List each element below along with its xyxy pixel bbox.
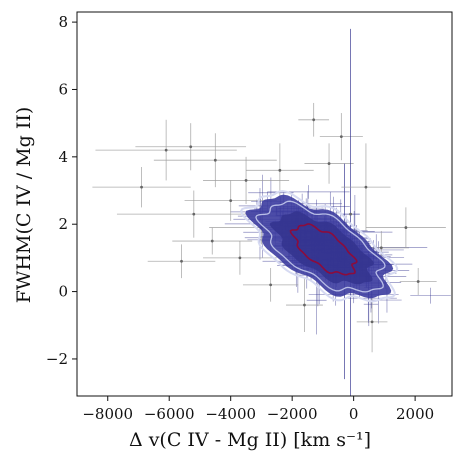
outlier-point <box>203 241 277 275</box>
outlier-point <box>116 190 271 238</box>
outlier-marker <box>244 179 248 182</box>
y-tick-label: 2 <box>58 215 68 233</box>
outlier-point <box>304 143 354 184</box>
outlier-marker <box>229 199 233 203</box>
y-axis-title: FWHM(C IV / Mg II) <box>13 107 35 304</box>
outlier-marker <box>327 162 331 165</box>
outlier-marker <box>210 239 214 243</box>
plot-frame <box>76 11 453 397</box>
contour-mid <box>255 200 386 293</box>
contour-inner <box>289 223 358 276</box>
x-axis-title: Δ v(C IV - Mg II) [km s⁻¹] <box>129 429 371 451</box>
outlier-point <box>286 278 323 332</box>
outlier-point <box>319 113 363 161</box>
outlier-marker <box>180 259 183 263</box>
y-tick-label: −2 <box>46 350 68 368</box>
outlier-marker <box>364 185 368 189</box>
outlier-point <box>184 180 277 221</box>
outlier-point <box>135 123 247 171</box>
outlier-point <box>341 143 391 231</box>
x-tick-label: −4000 <box>205 405 256 423</box>
outlier-marker <box>189 145 193 149</box>
y-tick-label: 8 <box>58 13 68 31</box>
outlier-point <box>399 268 437 295</box>
x-tick-label: −2000 <box>267 405 318 423</box>
outlier-marker <box>379 246 383 250</box>
x-axis: −8000 −6000 −4000 −2000 0 2000 <box>82 396 434 423</box>
outlier-marker <box>269 283 273 287</box>
outlier-point <box>246 143 314 198</box>
contour-outer <box>240 190 399 303</box>
outlier-point <box>92 166 191 208</box>
y-tick-label: 6 <box>58 80 68 98</box>
y-tick-label: 0 <box>58 283 68 301</box>
outlier-marker <box>404 226 408 229</box>
x-tick-label: −6000 <box>144 405 195 423</box>
outlier-marker <box>213 158 217 162</box>
outlier-marker <box>416 280 420 283</box>
errorbar-point <box>410 287 451 304</box>
outlier-point <box>242 268 299 302</box>
outlier-point <box>203 156 290 204</box>
outlier-marker <box>370 320 374 324</box>
x-tick-label: −8000 <box>82 405 133 423</box>
y-axis: −2 0 2 4 6 8 <box>46 13 77 368</box>
outlier-point <box>153 133 277 188</box>
x-tick-label: 2000 <box>396 405 434 423</box>
outlier-point <box>341 28 360 396</box>
density-layer <box>245 194 394 299</box>
outlier-marker <box>303 303 306 307</box>
y-tick-label: 4 <box>58 148 68 166</box>
outlier-marker <box>312 118 316 122</box>
outlier-point <box>172 227 253 255</box>
outlier-marker <box>192 212 196 216</box>
outlier-point <box>365 207 446 248</box>
x-tick-label: 0 <box>349 405 359 423</box>
outlier-marker <box>278 168 282 172</box>
outlier-marker <box>238 256 242 260</box>
contour-layer <box>240 190 399 303</box>
outlier-marker <box>164 148 168 152</box>
outlier-marker <box>339 135 343 139</box>
outlier-point <box>147 244 216 279</box>
outlier-marker <box>349 212 352 216</box>
outlier-marker <box>140 185 143 189</box>
errorbar-point <box>363 295 379 313</box>
outlier-point <box>298 102 330 137</box>
outlier-point <box>95 119 237 181</box>
